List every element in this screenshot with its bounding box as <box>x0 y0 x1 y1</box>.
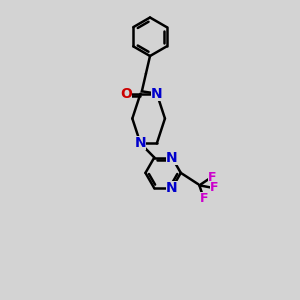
Text: N: N <box>135 136 146 150</box>
Text: F: F <box>200 192 208 205</box>
Text: O: O <box>120 87 132 100</box>
Text: F: F <box>208 171 216 184</box>
Text: N: N <box>151 87 163 100</box>
Text: N: N <box>166 181 178 195</box>
Text: N: N <box>166 151 178 164</box>
Text: F: F <box>210 181 218 194</box>
